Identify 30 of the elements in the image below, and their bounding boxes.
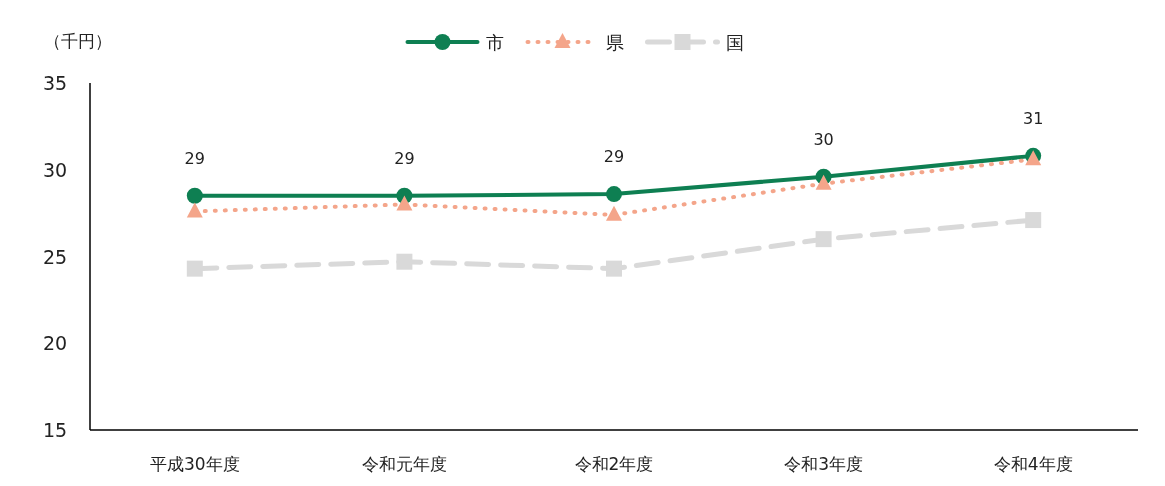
x-tick-label: 令和3年度 <box>784 454 864 474</box>
point <box>186 260 203 277</box>
y-tick-label: 20 <box>42 332 68 355</box>
point <box>186 187 203 204</box>
legend-label: 市 <box>485 32 504 53</box>
y-tick-label: 15 <box>42 419 68 441</box>
x-tick-label: 平成30年度 <box>149 454 240 474</box>
point <box>396 195 413 211</box>
point <box>606 205 622 221</box>
point <box>186 202 203 218</box>
point <box>396 253 413 270</box>
x-tick-label: 令和4年度 <box>993 454 1073 474</box>
point <box>1025 212 1042 229</box>
data-label: 30 <box>813 129 834 149</box>
point <box>606 186 622 203</box>
point <box>815 174 832 190</box>
y-tick-label: 35 <box>42 72 68 94</box>
x-tick-label: 令和元年度 <box>361 454 447 474</box>
legend-label: 県 <box>605 32 624 53</box>
legend-label: 国 <box>725 32 744 53</box>
data-label: 31 <box>1023 108 1044 128</box>
data-label: 29 <box>394 148 415 168</box>
data-label: 29 <box>184 148 205 168</box>
data-label: 29 <box>603 147 625 167</box>
y-tick-label: 25 <box>42 245 68 268</box>
x-tick-label: 令和2年度 <box>574 454 654 474</box>
y-tick-label: 30 <box>42 158 68 181</box>
point <box>815 231 832 248</box>
point <box>606 260 622 277</box>
y-axis-title: （千円） <box>44 31 112 51</box>
